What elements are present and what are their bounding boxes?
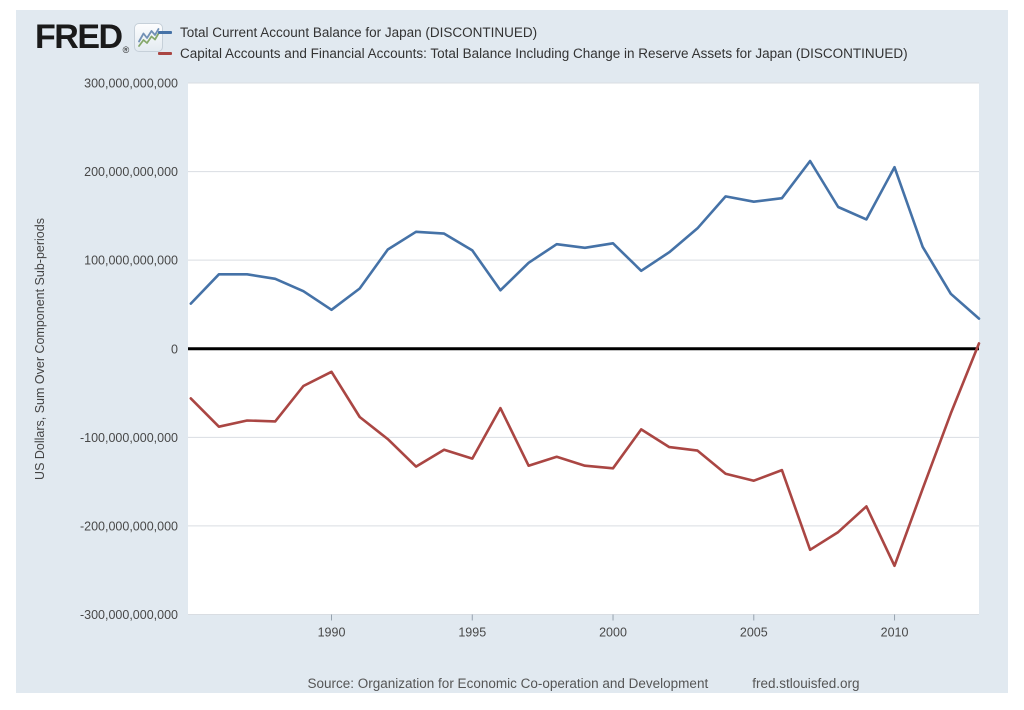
chart-panel: FRED ® Total Current Account Balance for… (16, 10, 1008, 693)
x-axis-tick-label: 1990 (318, 626, 346, 640)
fred-logo-text: FRED (35, 18, 123, 56)
x-axis-tick-label: 2005 (740, 626, 768, 640)
source-note: Source: Organization for Economic Co-ope… (307, 676, 709, 691)
site-text: fred.stlouisfed.org (752, 676, 860, 691)
legend-line-swatch-blue (158, 31, 172, 34)
legend: Total Current Account Balance for Japan … (158, 22, 908, 64)
fred-logo: FRED ® (35, 16, 164, 58)
fred-logo-chart-icon (134, 22, 164, 52)
legend-item-current-account: Total Current Account Balance for Japan … (158, 22, 908, 43)
legend-label-current-account: Total Current Account Balance for Japan … (180, 25, 538, 40)
series-line-capital-financial-account (189, 342, 981, 568)
series-line-current-account (189, 159, 981, 320)
y-axis-tick-label: 0 (171, 342, 178, 356)
registered-mark-icon: ® (122, 45, 130, 55)
y-axis-tick-label: 100,000,000,000 (84, 254, 178, 268)
legend-label-capital-account: Capital Accounts and Financial Accounts:… (180, 46, 908, 61)
legend-line-swatch-red (158, 52, 172, 55)
x-axis-tick-label: 2010 (881, 626, 909, 640)
y-axis-tick-label: -100,000,000,000 (80, 431, 178, 445)
chart-canvas: 300,000,000,000 200,000,000,000 100,000,00… (80, 77, 981, 640)
legend-item-capital-account: Capital Accounts and Financial Accounts:… (158, 43, 908, 64)
x-axis-tick-label: 1995 (458, 626, 486, 640)
y-axis-tick-label: 200,000,000,000 (84, 165, 178, 179)
y-axis-tick-label: 300,000,000,000 (84, 77, 178, 91)
y-axis-tick-label: -300,000,000,000 (80, 608, 178, 622)
x-axis-tick-label: 2000 (599, 626, 627, 640)
footer: Source: Organization for Economic Co-ope… (188, 676, 979, 691)
y-axis-tick-label: -200,000,000,000 (80, 519, 178, 533)
